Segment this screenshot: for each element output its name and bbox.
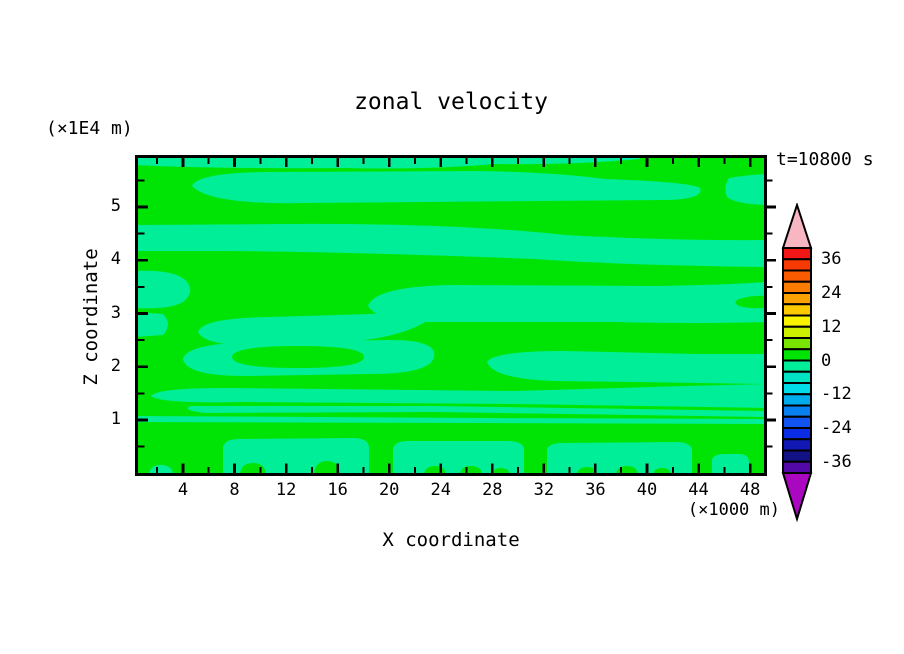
chart-title: zonal velocity [354, 89, 548, 115]
colorbar-cell [782, 359, 812, 373]
z-tick-label: 4 [110, 249, 121, 270]
colorbar-cell [782, 348, 812, 362]
x-tick-label: 20 [378, 480, 400, 500]
colorbar-tick-label: -12 [821, 384, 852, 405]
colorbar-cell [782, 370, 812, 384]
x-tick-label: 48 [739, 480, 761, 500]
colorbar-cell [782, 382, 812, 396]
x-tick-label: 32 [533, 480, 555, 500]
colorbar-cell [782, 438, 812, 452]
colorbar-cell [782, 404, 812, 418]
colorbar-tick-label: 36 [821, 249, 842, 270]
colorbar-cell [782, 325, 812, 339]
contour-band-neg [192, 171, 701, 204]
x-tick-label: 28 [482, 480, 503, 500]
x-tick-label: 44 [688, 480, 709, 500]
contour-band-pos [232, 346, 364, 368]
z-tick-label: 2 [110, 355, 121, 376]
colorbar-cell [782, 427, 812, 441]
colorbar-tick-label: -24 [821, 418, 852, 438]
colorbar-cell [782, 280, 812, 294]
colorbar-cell [782, 247, 812, 261]
colorbar-tick-label: 0 [821, 350, 832, 371]
axes-frame [135, 155, 776, 476]
x-tick-label: 8 [229, 480, 240, 500]
colorbar-cell [782, 314, 812, 328]
x-tick-label: 4 [177, 480, 189, 500]
contour-band-neg [135, 416, 767, 424]
contour-band-neg [712, 454, 749, 476]
x-axis-title: X coordinate [382, 529, 520, 551]
colorbar-under-arrow [781, 472, 813, 523]
x-tick-label: 12 [275, 480, 297, 500]
x-tick-label: 40 [636, 480, 658, 500]
contour-band-neg [368, 282, 767, 323]
colorbar-cell [782, 269, 812, 283]
colorbar-tick-label: -36 [821, 451, 852, 472]
z-tick-label: 5 [110, 196, 121, 216]
colorbar [781, 203, 813, 523]
contour-band-pos [735, 295, 767, 309]
x-tick-label: 24 [430, 480, 451, 500]
colorbar-cell [782, 337, 812, 351]
contour-band-neg [151, 384, 767, 408]
colorbar-over-arrow [781, 203, 813, 249]
z-tick-label: 3 [110, 302, 121, 323]
contour-band-neg [135, 270, 191, 309]
colorbar-cell [782, 449, 812, 463]
contour-band-neg [725, 174, 767, 205]
colorbar-cell [782, 415, 812, 429]
time-annotation: t=10800 s [776, 149, 874, 170]
colorbar-cell [782, 303, 812, 317]
plot-area [135, 155, 776, 476]
contour-band-pos [314, 461, 340, 476]
z-tick-label: 1 [110, 409, 121, 429]
contour-band-neg [198, 308, 427, 346]
colorbar-cell [782, 292, 812, 306]
contour-band-neg [487, 351, 767, 384]
x-axis-unit-label: (×1000 m) [687, 500, 780, 520]
contour-band-neg [135, 312, 168, 337]
contour-band-neg [187, 406, 767, 417]
z-axis-title: Z coordinate [80, 248, 102, 386]
plot-border [135, 155, 767, 476]
colorbar-tick-label: 24 [821, 283, 842, 303]
x-tick-label: 16 [327, 480, 348, 500]
colorbar-cell [782, 460, 812, 474]
contour-band-neg [135, 223, 767, 267]
colorbar-cell [782, 393, 812, 407]
x-tick-label: 36 [585, 480, 606, 500]
z-axis-unit-label: (×1E4 m) [46, 118, 133, 139]
contour-field [135, 155, 767, 476]
colorbar-tick-label: 12 [821, 316, 842, 337]
colorbar-cell [782, 258, 812, 272]
